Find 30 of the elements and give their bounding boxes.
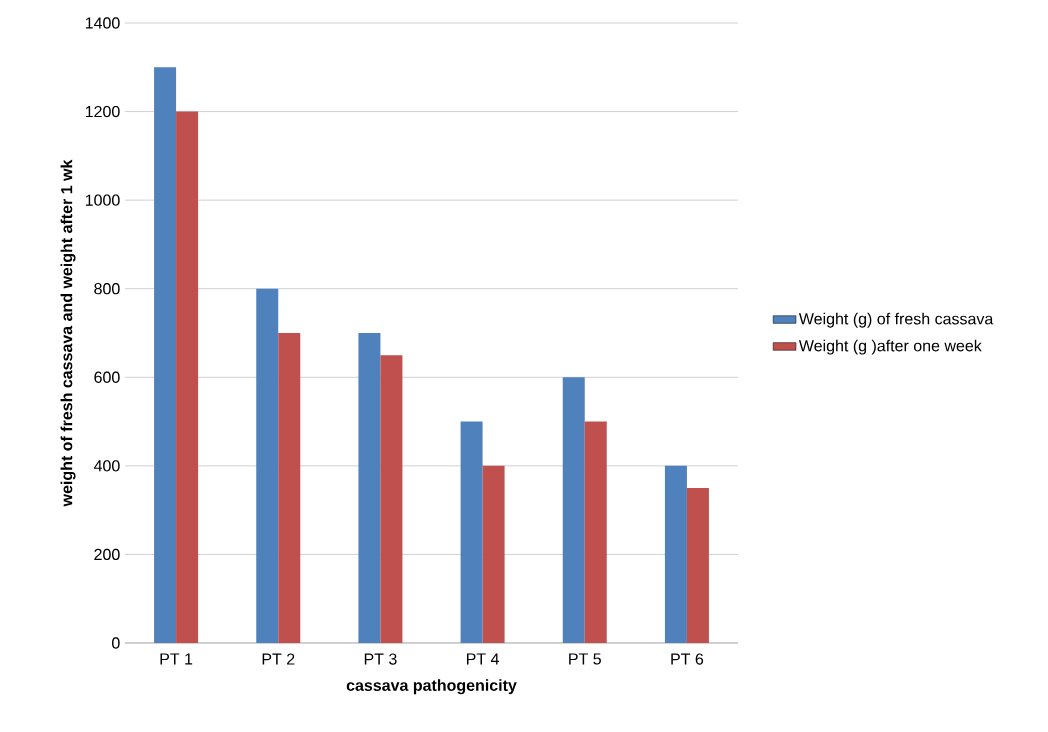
bar [562,377,585,643]
bar [176,111,199,643]
x-tick-label: PT 1 [160,653,193,665]
x-tick-label: PT 6 [671,653,704,665]
bar [686,488,709,643]
y-tick-label: 400 [93,460,120,472]
y-tick-label: 200 [94,548,120,561]
bar [584,421,607,643]
bar [380,355,403,643]
x-tick-label: PT 2 [262,653,295,665]
bar [460,421,483,643]
bar [358,333,381,643]
y-tick-label: 1200 [85,105,120,118]
x-tick-label: PT 5 [569,653,601,665]
y-tick-label: 1400 [85,17,120,29]
x-tick-label: PT 4 [467,653,499,665]
y-tick-label: 600 [94,371,120,383]
legend-label: Weight (g )after one week [798,339,982,355]
bar [154,67,177,643]
bar [664,465,687,643]
bar [278,333,301,643]
y-axis-title: weight of fresh cassava and weight after 1 wk [60,159,76,507]
x-axis-title: cassava pathogenicity [346,679,517,695]
y-tick-label: 0 [112,637,120,649]
bar [256,288,279,643]
y-tick-label: 1000 [85,194,120,206]
legend-label: Weight (g) of fresh cassava [798,312,994,328]
x-tick-label: PT 3 [364,653,397,665]
y-tick-label: 800 [94,283,120,295]
bar [482,465,505,643]
